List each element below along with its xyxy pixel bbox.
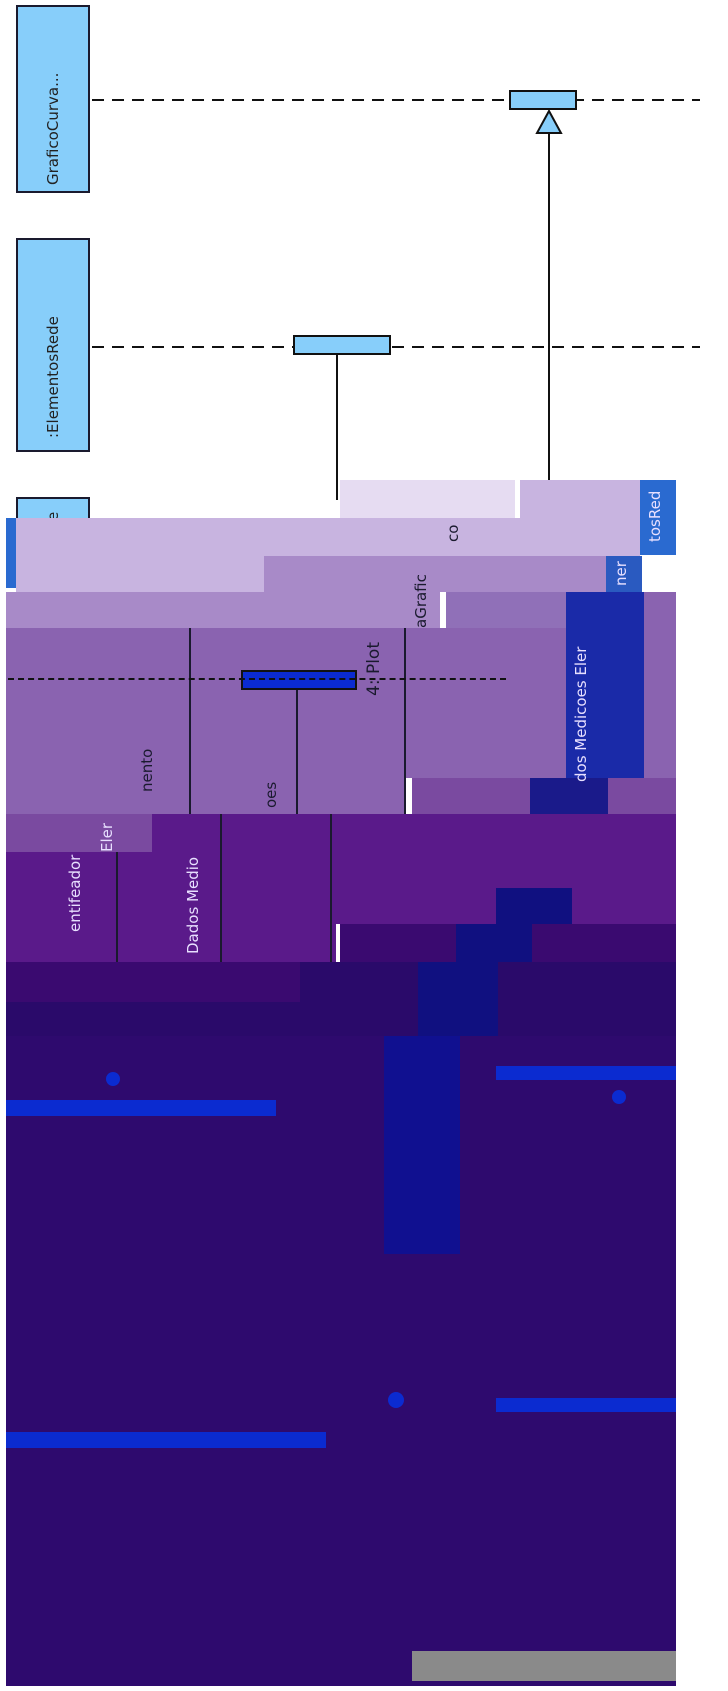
overlay-band-4 xyxy=(6,1036,676,1686)
fragment-label-oes: oes xyxy=(262,781,280,808)
right-margin xyxy=(676,480,728,1691)
fragment-label-plot: 4: Plot xyxy=(364,642,384,696)
fragment-label-co: co xyxy=(444,524,462,542)
overlay-band-3: Eler entifeador Dados Medio xyxy=(0,814,728,1044)
fragment-label-nento: nento xyxy=(138,748,156,792)
fragment-label-entifeador: entifeador xyxy=(66,854,84,932)
fragment-label-eler: Eler xyxy=(98,822,116,852)
overlay-band-1: co aGrafic tosRed ner xyxy=(0,480,728,632)
lifeline-grafico-curva: GraficoCurva... xyxy=(16,5,90,193)
fragment-label-dadosmedio: Dados Medio xyxy=(184,856,202,954)
overlay-band-2: 4: Plot nento oes dos Medicoes Eler xyxy=(0,592,728,822)
lifeline-elementos-rede: :ElementosRede xyxy=(16,238,90,452)
fragment-label-tosred: tosRed xyxy=(646,490,664,542)
fragment-label-dosmedicoes: dos Medicoes Eler xyxy=(572,646,590,782)
fragment-label-ner: ner xyxy=(612,561,630,586)
